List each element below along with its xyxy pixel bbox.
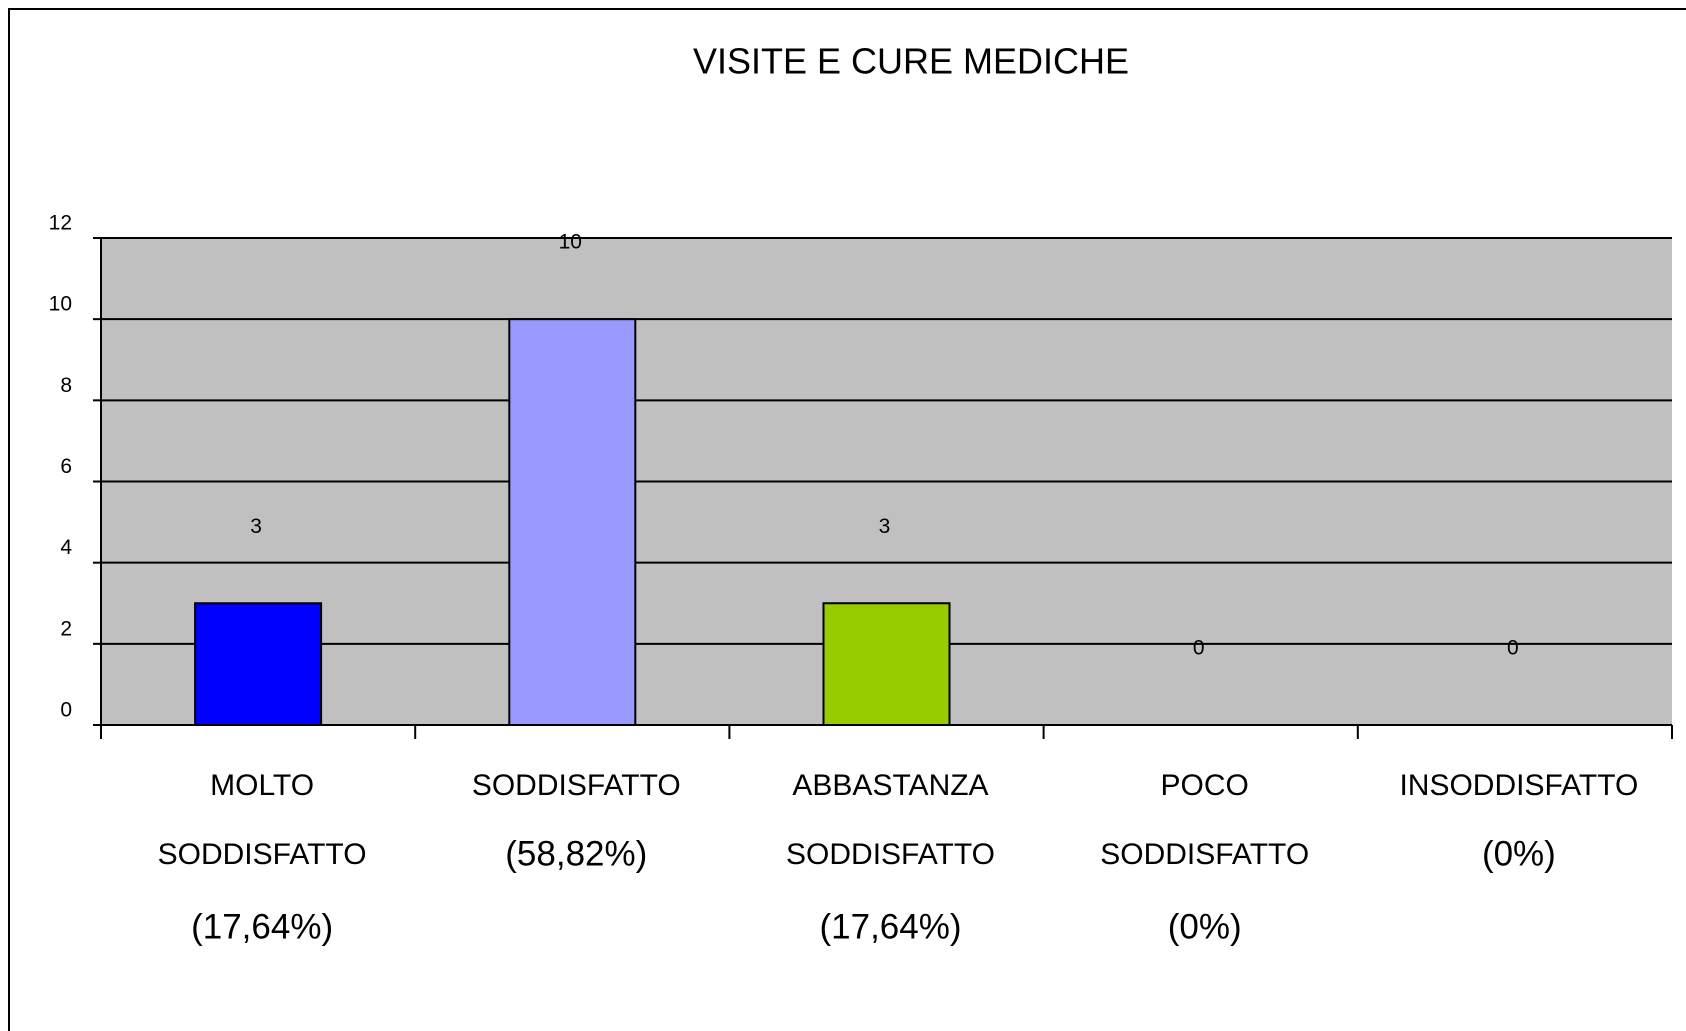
x-tick-label: POCO [1161, 769, 1249, 802]
bar [194, 602, 323, 726]
data-label: 0 [1193, 637, 1205, 660]
data-label: 3 [879, 515, 891, 538]
y-tick-label: 4 [60, 536, 72, 559]
x-tick-label: SODDISFATTO [472, 769, 681, 802]
y-tick-label: 12 [49, 212, 72, 235]
x-tick-label: (0%) [1482, 834, 1556, 873]
x-tick-label: SODDISFATTO [158, 838, 367, 871]
bar [822, 602, 951, 726]
x-tick-label: SODDISFATTO [786, 838, 995, 871]
data-label: 3 [250, 515, 262, 538]
bar [508, 318, 637, 726]
y-tick-label: 10 [49, 293, 72, 316]
data-label: 0 [1507, 637, 1519, 660]
x-tick-label: INSODDISFATTO [1399, 769, 1638, 802]
chart-frame [8, 8, 1686, 1031]
y-tick-label: 8 [60, 374, 72, 397]
x-tick-label: (17,64%) [191, 907, 333, 946]
chart-title: VISITE E CURE MEDICHE [693, 41, 1129, 82]
x-tick-label: (0%) [1168, 907, 1242, 946]
y-tick-label: 6 [60, 455, 72, 478]
y-tick-label: 0 [60, 699, 72, 722]
x-tick-label: SODDISFATTO [1100, 838, 1309, 871]
data-label: 10 [559, 231, 582, 254]
x-tick-label: (17,64%) [819, 907, 961, 946]
x-tick-label: ABBASTANZA [792, 769, 988, 802]
x-tick-label: (58,82%) [505, 834, 647, 873]
y-tick-label: 2 [60, 617, 72, 640]
x-tick-label: MOLTO [210, 769, 314, 802]
